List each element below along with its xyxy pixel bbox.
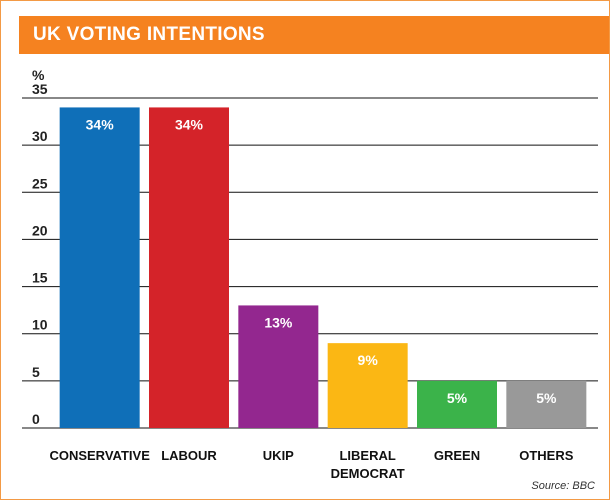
y-tick-label: 25 bbox=[32, 175, 48, 191]
bar bbox=[506, 380, 587, 428]
title-bar: UK VOTING INTENTIONS bbox=[19, 16, 609, 54]
bar bbox=[327, 343, 408, 428]
source-note: Source: BBC bbox=[531, 480, 595, 492]
category-label: LABOUR bbox=[161, 448, 217, 463]
y-tick-label: 20 bbox=[32, 222, 48, 238]
data-label: 5% bbox=[536, 390, 557, 406]
bar bbox=[149, 107, 229, 428]
data-label: 34% bbox=[175, 116, 204, 132]
category-label: CONSERVATIVE bbox=[49, 448, 150, 463]
y-axis-label: % bbox=[32, 67, 45, 83]
y-tick-label: 30 bbox=[32, 128, 48, 144]
category-label: UKIP bbox=[263, 448, 294, 463]
y-tick-label: 10 bbox=[32, 317, 48, 333]
data-label: 5% bbox=[447, 390, 468, 406]
data-label: 9% bbox=[358, 352, 379, 368]
y-tick-label: 5 bbox=[32, 364, 40, 380]
chart-title: UK VOTING INTENTIONS bbox=[33, 24, 265, 45]
category-label: GREEN bbox=[434, 448, 480, 463]
category-label: DEMOCRAT bbox=[331, 466, 405, 481]
data-label: 13% bbox=[264, 314, 293, 330]
bar bbox=[59, 107, 140, 428]
category-label: OTHERS bbox=[519, 448, 574, 463]
y-tick-label: 0 bbox=[32, 411, 40, 427]
bar bbox=[417, 380, 497, 428]
y-tick-label: 15 bbox=[32, 270, 48, 286]
y-tick-label: 35 bbox=[32, 81, 48, 97]
data-label: 34% bbox=[86, 116, 115, 132]
bar bbox=[238, 305, 319, 428]
category-label: LIBERAL bbox=[339, 448, 395, 463]
